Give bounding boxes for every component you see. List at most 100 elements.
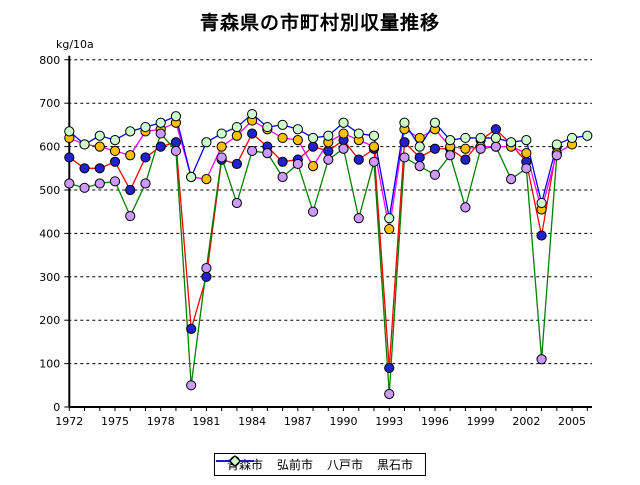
data-point: [109, 145, 121, 157]
data-point: [186, 380, 197, 391]
data-point: [384, 223, 395, 235]
data-point: [64, 178, 75, 189]
data-point: [292, 124, 303, 135]
data-point: [445, 150, 456, 161]
data-point: [551, 150, 562, 161]
data-point: [140, 121, 151, 133]
data-point: [460, 202, 471, 213]
x-tick-label: 1993: [375, 415, 403, 428]
data-point: [201, 271, 212, 282]
legend-item: 黒石市: [215, 455, 414, 473]
data-point: [536, 230, 547, 241]
data-point: [155, 128, 166, 139]
data-point: [94, 141, 105, 152]
data-point: [338, 117, 349, 128]
data-point: [186, 171, 197, 183]
data-point: [94, 130, 105, 141]
data-point: [231, 121, 242, 133]
data-point: [231, 197, 242, 209]
x-tick-label: 1972: [55, 415, 83, 428]
data-point: [353, 154, 364, 165]
x-tick-label: 2005: [558, 415, 586, 428]
data-point: [231, 158, 242, 170]
data-point: [521, 163, 532, 174]
data-point: [490, 132, 501, 144]
data-point: [506, 137, 517, 148]
data-point: [201, 263, 212, 274]
y-tick-label: 500: [39, 184, 60, 197]
data-point: [64, 126, 75, 137]
y-tick-label: 0: [53, 401, 60, 414]
data-point: [262, 148, 273, 159]
data-point: [307, 141, 319, 152]
data-point: [521, 134, 532, 146]
y-tick-label: 800: [39, 54, 60, 67]
data-point: [247, 128, 258, 139]
data-point: [353, 128, 364, 139]
data-point: [231, 130, 242, 141]
data-point: [292, 158, 303, 170]
series-line: [69, 119, 573, 230]
data-point: [429, 117, 441, 128]
data-point: [292, 134, 303, 146]
data-point: [338, 128, 349, 139]
legend-item: 八戸市: [215, 455, 363, 473]
data-point: [429, 169, 441, 180]
x-tick-label: 1981: [192, 415, 220, 428]
data-point: [506, 174, 517, 185]
data-point: [216, 128, 227, 139]
data-point: [384, 213, 395, 224]
x-tick-label: 1984: [238, 415, 266, 428]
legend-marker-icon: [215, 455, 254, 467]
data-point: [170, 111, 182, 122]
y-tick-label: 700: [39, 97, 60, 110]
legend-label: 黒石市: [377, 458, 414, 472]
legend-label: 弘前市: [276, 458, 313, 472]
data-point: [94, 163, 105, 174]
x-tick-label: 1999: [467, 415, 495, 428]
y-tick-label: 300: [39, 271, 60, 284]
data-point: [399, 152, 410, 163]
data-point: [368, 141, 380, 152]
data-point: [109, 156, 121, 167]
data-point: [277, 156, 288, 167]
data-point: [140, 178, 151, 189]
data-point: [338, 143, 349, 154]
data-point: [368, 156, 380, 167]
data-point: [201, 174, 212, 185]
data-point: [125, 126, 136, 137]
data-point: [414, 161, 425, 172]
data-point: [186, 323, 197, 334]
data-point: [445, 134, 456, 146]
data-point: [79, 182, 90, 193]
data-point: [307, 161, 319, 172]
x-tick-label: 2002: [512, 415, 540, 428]
data-point: [277, 119, 288, 131]
data-point: [384, 388, 395, 400]
plot-area: 0 100 200 300 400 500 600 700 800 1972 1975 1978 198…: [39, 54, 593, 428]
data-point: [216, 141, 227, 152]
data-point: [429, 143, 441, 154]
data-point: [125, 150, 136, 161]
data-point: [414, 141, 425, 152]
data-point: [475, 132, 486, 144]
data-point: [490, 124, 501, 135]
data-point: [490, 141, 501, 152]
data-point: [551, 139, 562, 150]
y-tick-label: 200: [39, 314, 60, 327]
chart-title: 青森県の市町村別収量推移: [199, 12, 440, 34]
data-point: [307, 132, 319, 144]
data-point: [566, 132, 578, 144]
y-tick-label: 600: [39, 141, 60, 154]
x-tick-label: 1987: [284, 415, 312, 428]
data-point: [475, 143, 486, 154]
data-point: [140, 152, 151, 163]
x-tick-label: 1996: [421, 415, 449, 428]
y-tick-label: 400: [39, 227, 60, 240]
data-point: [170, 137, 182, 148]
data-point: [79, 139, 90, 150]
data-point: [384, 362, 395, 374]
x-tick-label: 1978: [147, 415, 175, 428]
series-line: [69, 132, 558, 395]
